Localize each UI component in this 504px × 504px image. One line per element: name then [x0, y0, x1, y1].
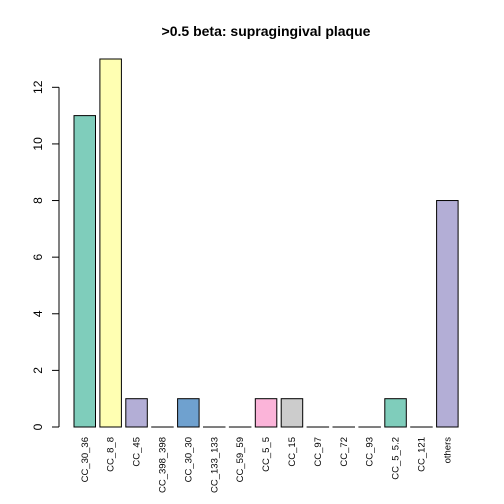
bars: [73, 58, 459, 428]
x-category-label: CC_121: [416, 437, 427, 472]
bar-cc-5-5: [254, 398, 278, 428]
bar-cc-8-8: [99, 58, 122, 428]
y-tick-label: 2: [31, 367, 45, 374]
y-tick-label: 8: [31, 197, 45, 204]
y-axis: 0 2 4 6 8 10 12: [31, 80, 60, 430]
x-category-label: CC_5_5: [261, 437, 272, 472]
chart-title: >0.5 beta: supragingival plaque: [162, 23, 371, 39]
x-category-label: others: [442, 437, 453, 464]
y-tick-label: 12: [31, 80, 45, 94]
x-category-label: CC_72: [339, 437, 350, 467]
y-tick-label: 6: [31, 253, 45, 260]
x-category-label: CC_30_30: [183, 437, 194, 482]
bar-cc-45: [125, 398, 148, 428]
x-category-label: CC_15: [287, 437, 298, 467]
bar-cc-5-5-2: [384, 398, 407, 428]
bar-cc-15: [280, 398, 304, 428]
x-category-label: CC_45: [132, 437, 143, 467]
y-tick-label: 10: [31, 137, 45, 151]
bar-others: [436, 200, 459, 428]
x-category-label: CC_133_133: [209, 437, 220, 493]
x-category-label: CC_398_398: [157, 437, 168, 493]
x-category-label: CC_30_36: [80, 437, 91, 482]
x-category-label: CC_97: [313, 437, 324, 467]
y-tick-label: 4: [31, 310, 45, 317]
x-category-label: CC_59_59: [235, 437, 246, 482]
x-axis-labels: CC_30_36 CC_8_8 CC_45 CC_398_398 CC_30_30 CC_…: [80, 437, 454, 493]
x-category-label: CC_93: [365, 437, 376, 467]
y-tick-label: 0: [31, 423, 45, 430]
bar-cc-30-36: [73, 115, 96, 428]
x-category-label: CC_5_5.2: [391, 437, 402, 480]
x-category-label: CC_8_8: [106, 437, 117, 472]
bar-cc-30-30: [177, 398, 200, 428]
